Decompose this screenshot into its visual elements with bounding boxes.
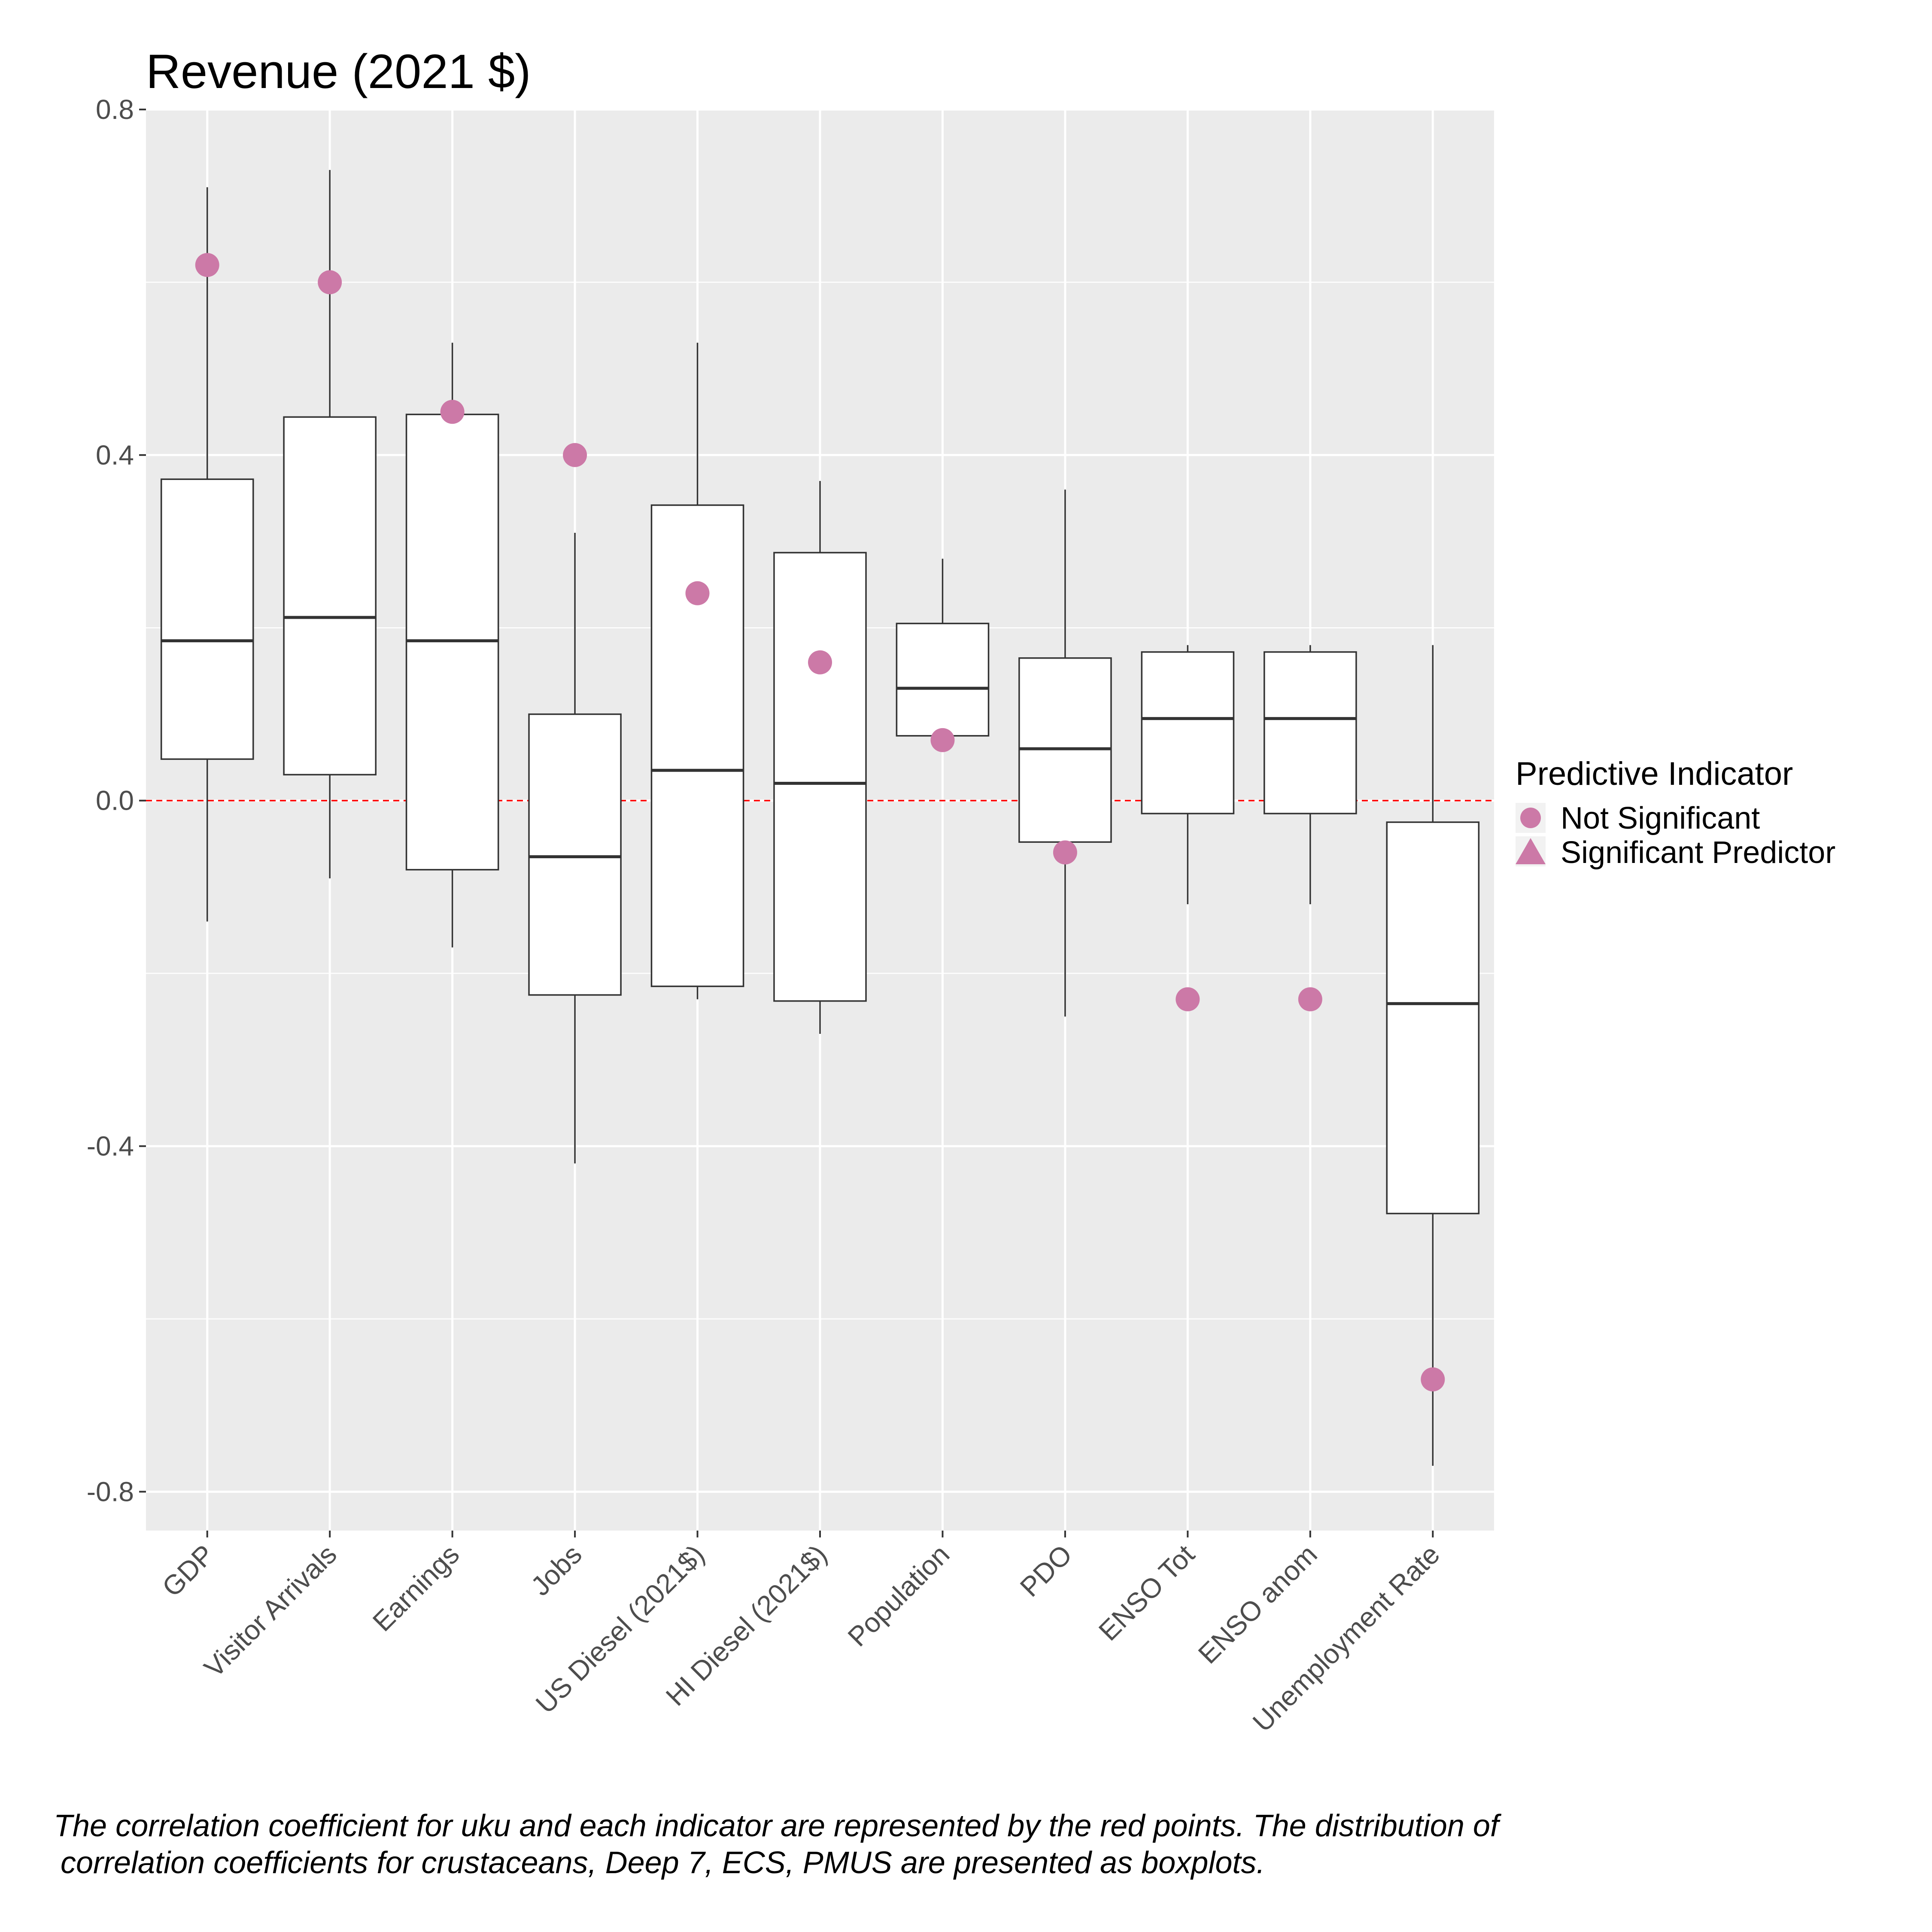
box xyxy=(1264,651,1357,814)
y-tick-label: 0.8 xyxy=(96,94,134,125)
indicator-point xyxy=(563,443,587,467)
x-tick-label: ENSO anom xyxy=(1192,1539,1323,1670)
boxplot xyxy=(896,559,990,737)
x-tick-label: Jobs xyxy=(525,1539,588,1602)
x-tick-label: Population xyxy=(842,1539,956,1653)
y-tick-label: -0.4 xyxy=(87,1131,134,1162)
x-tick-label: Earnings xyxy=(367,1539,465,1637)
legend-triangle-icon xyxy=(1516,838,1546,864)
legend: Predictive Indicator Not Significant Sig… xyxy=(1516,756,1835,870)
boxplot xyxy=(528,532,622,1163)
indicator-point xyxy=(685,581,710,605)
indicator-point xyxy=(1421,1367,1445,1391)
chart-title: Revenue (2021 $) xyxy=(146,45,531,98)
indicator-point xyxy=(1176,987,1200,1012)
legend-label-not-significant: Not Significant xyxy=(1561,801,1760,835)
box xyxy=(160,478,254,760)
y-tick-label: -0.8 xyxy=(87,1476,134,1507)
legend-label-significant: Significant Predictor xyxy=(1561,835,1835,870)
y-tick-label: 0.4 xyxy=(96,440,134,471)
indicator-point xyxy=(808,650,832,674)
legend-circle-icon xyxy=(1520,808,1541,828)
y-tick-label: 0.0 xyxy=(96,785,134,816)
indicator-point xyxy=(318,270,342,295)
boxplot xyxy=(160,187,254,922)
box xyxy=(1141,651,1235,814)
boxplot xyxy=(1141,645,1235,905)
box xyxy=(1386,821,1480,1215)
boxplot xyxy=(1264,645,1357,905)
legend-title: Predictive Indicator xyxy=(1516,756,1793,792)
x-tick-label: PDO xyxy=(1014,1539,1078,1603)
indicator-point xyxy=(1053,840,1077,865)
figure-caption: The correlation coefficient for uku and … xyxy=(54,1807,1900,1881)
indicator-point xyxy=(930,728,955,752)
indicator-points xyxy=(195,253,1445,1391)
x-tick-label: ENSO Tot xyxy=(1093,1539,1200,1646)
y-axis: -0.8 -0.4 0.0 0.4 0.8 xyxy=(87,94,146,1507)
caption-line-1: The correlation coefficient for uku and … xyxy=(54,1809,1499,1843)
x-tick-label: GDP xyxy=(156,1539,220,1603)
caption-line-2: correlation coefficients for crustaceans… xyxy=(61,1846,1265,1880)
indicator-point xyxy=(1298,987,1322,1012)
boxplot xyxy=(1386,645,1480,1466)
box xyxy=(650,504,744,987)
box xyxy=(528,713,622,996)
indicator-point xyxy=(440,400,465,424)
boxplot xyxy=(1018,489,1112,1017)
boxplot xyxy=(283,170,377,878)
box xyxy=(773,552,867,1002)
indicator-point xyxy=(195,253,219,277)
boxplot xyxy=(405,343,499,948)
box xyxy=(896,623,990,737)
box xyxy=(283,416,377,776)
boxplot xyxy=(773,481,867,1034)
